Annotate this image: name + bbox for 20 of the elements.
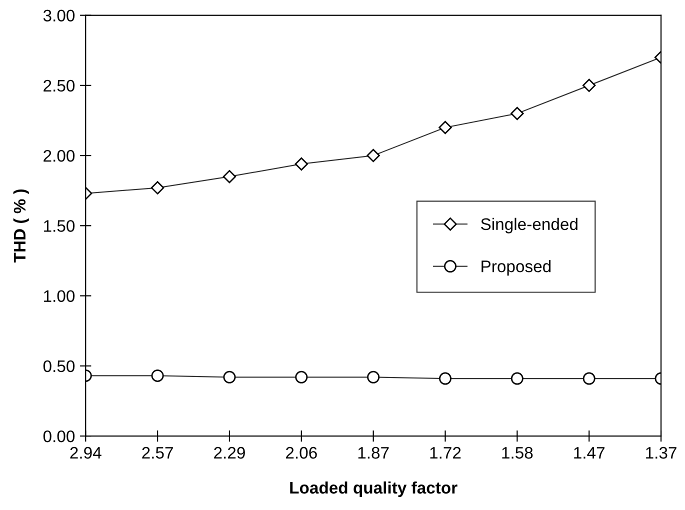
y-tick-label: 2.50 <box>44 80 75 92</box>
x-axis-title: Loaded quality factor <box>290 481 458 497</box>
x-tick-label: 1.72 <box>430 446 461 459</box>
x-tick-label: 1.58 <box>502 446 533 459</box>
x-tick-label: 2.57 <box>142 446 173 459</box>
legend-label: Single-ended <box>481 218 578 234</box>
y-tick-label: 2.00 <box>44 150 75 162</box>
y-tick-label: 0.50 <box>43 360 75 372</box>
legend-label: Proposed <box>482 260 551 276</box>
x-tick-label: 2.29 <box>214 446 245 459</box>
y-tick-label: 3.00 <box>43 10 75 22</box>
x-tick-label: 1.37 <box>646 446 676 459</box>
y-tick-label: 1.00 <box>44 290 75 302</box>
y-axis-title: THD ( % ) <box>13 189 29 263</box>
y-tick-label: 0.00 <box>43 430 75 442</box>
x-tick-label: 2.06 <box>286 446 317 459</box>
x-tick-label: 1.87 <box>358 446 389 459</box>
x-tick-label: 2.94 <box>70 446 102 459</box>
x-tick-label: 1.47 <box>574 447 604 459</box>
y-tick-label: 1.50 <box>44 220 75 232</box>
